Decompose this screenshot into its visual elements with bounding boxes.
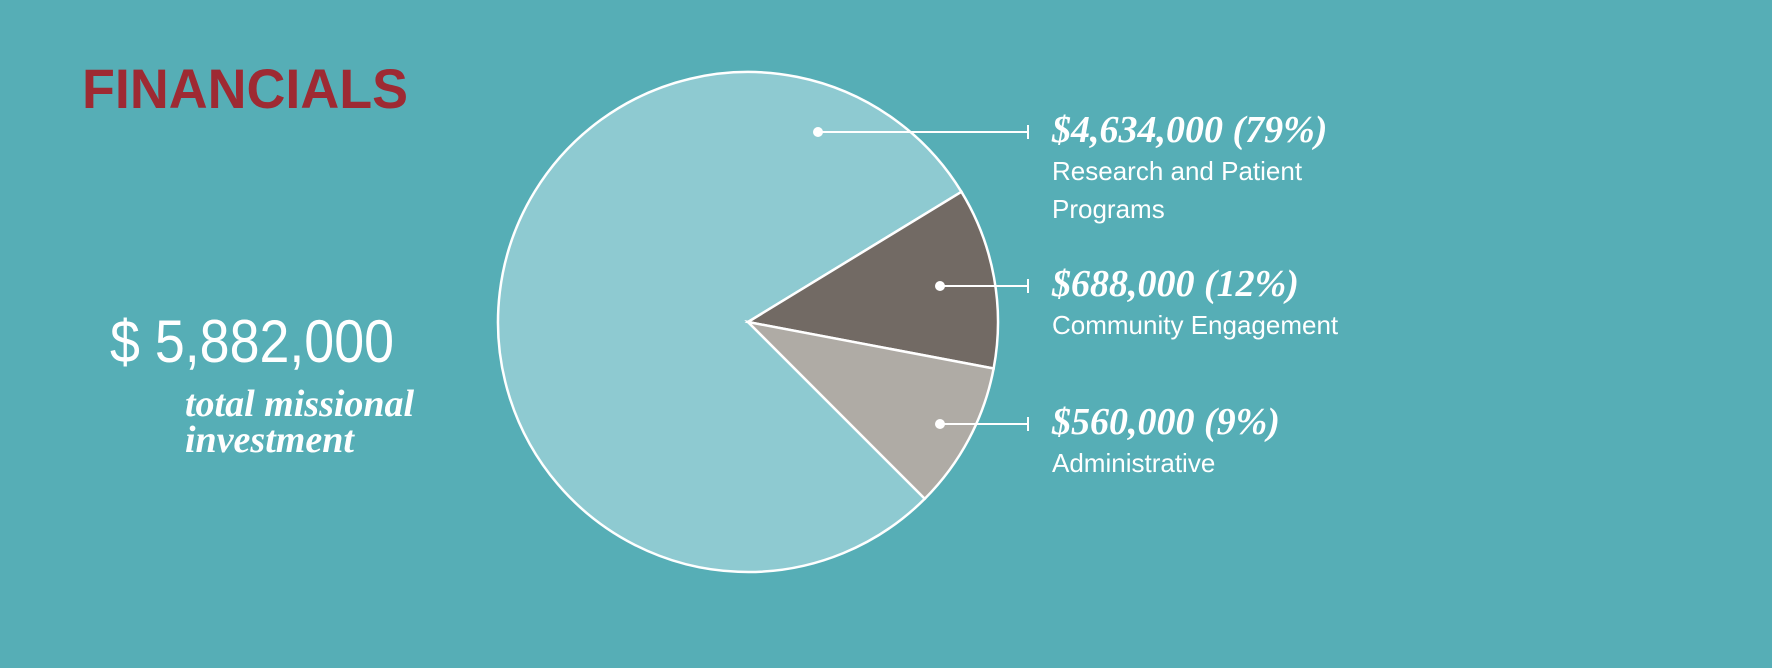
- chart-title: FINANCIALS: [82, 57, 408, 120]
- leader-dot: [935, 281, 945, 291]
- value-label: $688,000 (12%): [1052, 263, 1299, 305]
- total: $ 5,882,000: [110, 308, 394, 375]
- leader-dot: [813, 127, 823, 137]
- category-label: Research and Patient Programs: [1052, 156, 1303, 224]
- pie-slice: [496, 70, 964, 574]
- leader-dot: [935, 419, 945, 429]
- value-label: $4,634,000 (79%): [1052, 109, 1328, 151]
- value-label: $560,000 (9%): [1052, 401, 1280, 443]
- pie-slice: [744, 320, 996, 501]
- subtitle: total missional investment: [185, 383, 415, 461]
- pie-slice: [744, 190, 1000, 370]
- category-label: Administrative: [1052, 448, 1216, 478]
- category-label: Community Engagement: [1052, 310, 1339, 340]
